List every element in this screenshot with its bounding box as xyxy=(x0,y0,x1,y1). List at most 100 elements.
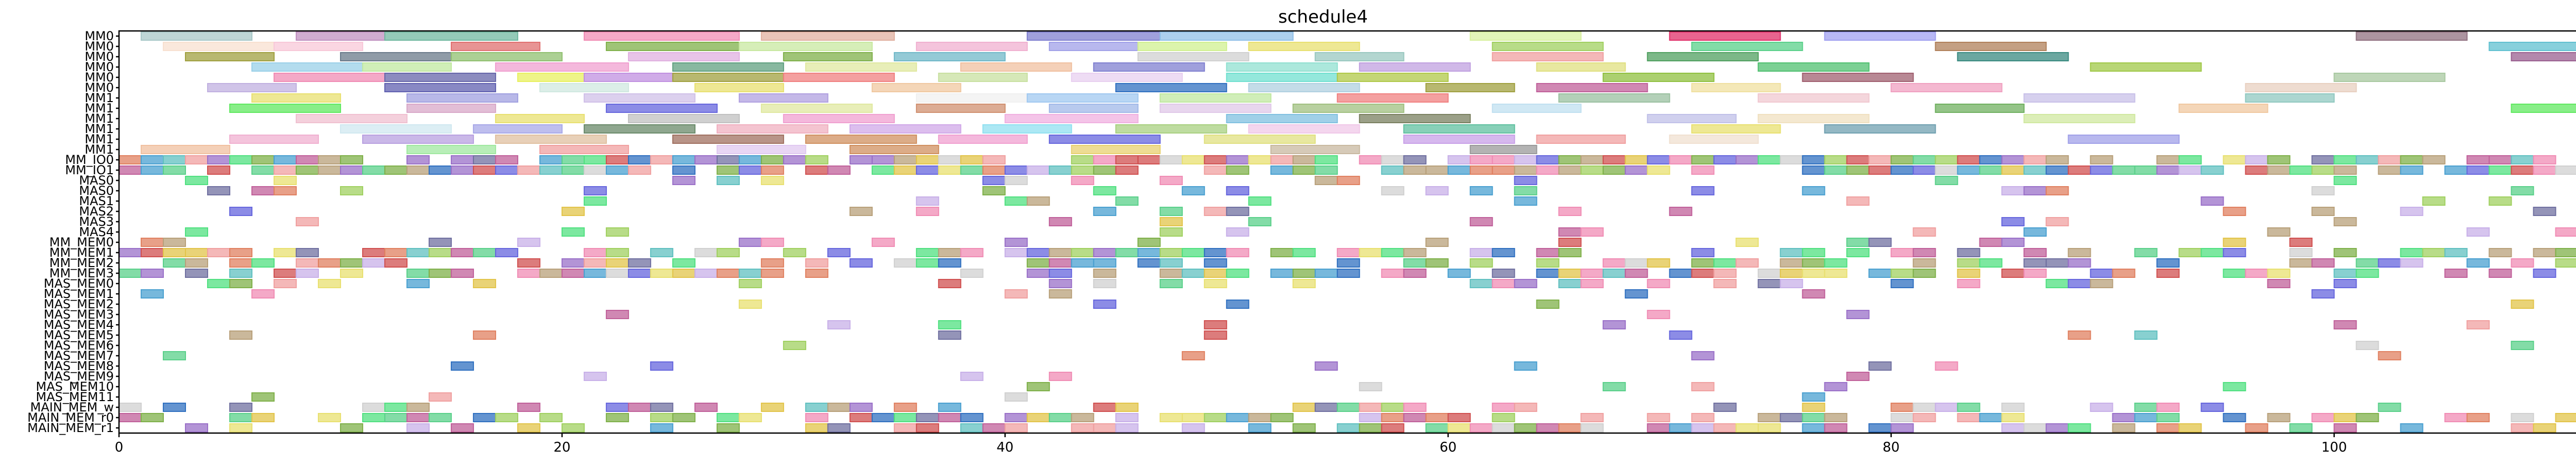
task-bar xyxy=(162,351,186,360)
task-bar xyxy=(251,289,275,299)
y-tick-label: MM_MEM0 xyxy=(49,235,114,250)
task-bar xyxy=(1802,155,1825,164)
task-bar xyxy=(118,413,142,422)
task-bar xyxy=(1691,165,1715,175)
task-bar xyxy=(1115,423,1139,433)
task-bar xyxy=(583,73,673,82)
task-bar xyxy=(1336,403,1360,412)
task-bar xyxy=(1359,382,1382,391)
task-bar xyxy=(893,52,1006,61)
task-bar xyxy=(2444,248,2468,257)
task-bar xyxy=(406,93,518,103)
task-bar xyxy=(1115,403,1139,412)
task-bar xyxy=(1846,238,1870,247)
task-bar xyxy=(1469,31,1582,41)
task-bar xyxy=(118,155,142,164)
task-bar xyxy=(694,83,784,92)
task-bar xyxy=(1580,423,1604,433)
task-bar xyxy=(849,145,939,154)
task-bar xyxy=(960,413,984,422)
task-bar xyxy=(362,165,385,175)
task-bar xyxy=(1824,165,1848,175)
y-tick-label: MAIN_MEM_r1 xyxy=(27,421,114,435)
task-bar xyxy=(1624,289,1648,299)
task-bar xyxy=(295,248,319,257)
task-bar xyxy=(916,165,939,175)
task-bar xyxy=(1912,227,1936,237)
task-bar xyxy=(2267,227,2291,237)
task-bar xyxy=(340,423,363,433)
task-bar xyxy=(2555,227,2576,237)
task-bar xyxy=(2511,341,2534,350)
task-bar xyxy=(849,258,873,268)
task-bar xyxy=(672,258,696,268)
task-bar xyxy=(1957,155,1980,164)
task-bar xyxy=(2444,165,2468,175)
task-bar xyxy=(2333,413,2357,422)
task-bar xyxy=(1336,258,1360,268)
task-bar xyxy=(140,269,164,278)
task-bar xyxy=(1669,423,1692,433)
task-bar xyxy=(2200,196,2224,206)
task-bar xyxy=(1780,258,1803,268)
task-bar xyxy=(295,155,319,164)
task-bar xyxy=(406,104,496,113)
task-bar xyxy=(2223,207,2246,216)
task-bar xyxy=(273,248,297,257)
task-bar xyxy=(317,279,341,288)
task-bar xyxy=(2311,289,2335,299)
task-bar xyxy=(1181,269,1205,278)
task-bar xyxy=(1004,165,1028,175)
task-bar xyxy=(1048,135,1161,144)
task-bar xyxy=(605,258,629,268)
task-bar xyxy=(1536,300,1560,309)
task-bar xyxy=(871,413,895,422)
task-bar xyxy=(1226,413,1249,422)
task-bar xyxy=(251,155,275,164)
task-bar xyxy=(2311,165,2335,175)
task-bar xyxy=(1071,413,1094,422)
task-bar xyxy=(273,155,297,164)
task-bar xyxy=(2200,165,2224,175)
task-bar xyxy=(1071,73,1183,82)
task-bar xyxy=(384,73,496,82)
task-bar xyxy=(760,165,784,175)
task-bar xyxy=(605,413,629,422)
task-bar xyxy=(2378,258,2401,268)
task-bar xyxy=(1336,248,1360,257)
task-bar xyxy=(1624,165,1648,175)
task-bar xyxy=(1691,83,1781,92)
task-bar xyxy=(1979,155,2003,164)
task-bar xyxy=(805,423,828,433)
task-bar xyxy=(2223,248,2246,257)
task-bar xyxy=(1425,238,1449,247)
task-bar xyxy=(561,269,585,278)
task-bar xyxy=(1381,248,1404,257)
task-bar xyxy=(229,135,319,144)
task-bar xyxy=(1514,196,1537,206)
task-bar xyxy=(2400,207,2424,216)
task-bar xyxy=(1492,423,1515,433)
task-bar xyxy=(2378,403,2401,412)
task-bar xyxy=(1159,104,1272,113)
task-bar xyxy=(384,403,408,412)
task-bar xyxy=(893,155,917,164)
task-bar xyxy=(406,155,430,164)
task-bar xyxy=(1336,93,1449,103)
task-bar xyxy=(716,155,740,164)
task-bar xyxy=(605,42,740,51)
task-bar xyxy=(982,176,1006,185)
task-bar xyxy=(2178,423,2202,433)
task-bar xyxy=(1912,269,1936,278)
task-bar xyxy=(1780,269,1803,278)
task-bar xyxy=(384,248,408,257)
task-bar xyxy=(982,423,1006,433)
task-bar xyxy=(1447,269,1471,278)
task-bar xyxy=(738,165,762,175)
task-bar xyxy=(2555,258,2576,268)
task-bar xyxy=(1935,403,1958,412)
task-bar xyxy=(716,176,740,185)
task-bar xyxy=(1048,413,1072,422)
task-bar xyxy=(2067,165,2091,175)
task-bar xyxy=(140,31,252,41)
